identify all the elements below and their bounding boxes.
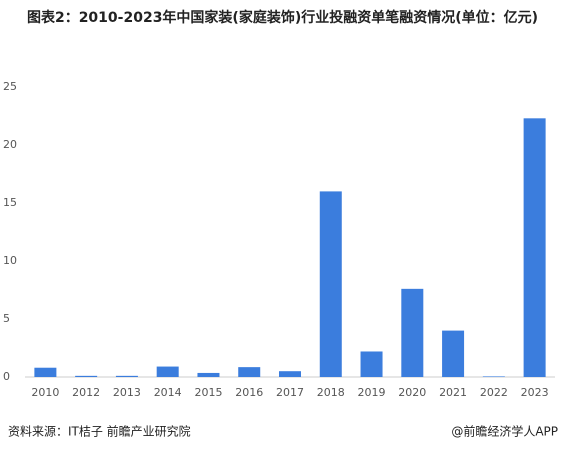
bar bbox=[238, 367, 261, 377]
bar bbox=[360, 351, 383, 377]
bar bbox=[75, 375, 98, 377]
bar bbox=[197, 372, 220, 377]
x-tick-label: 2018 bbox=[317, 386, 345, 399]
y-tick-label: 10 bbox=[3, 254, 17, 267]
x-tick-label: 2010 bbox=[31, 386, 59, 399]
y-tick-label: 5 bbox=[3, 312, 10, 325]
bar bbox=[482, 376, 505, 377]
x-tick-label: 2020 bbox=[398, 386, 426, 399]
y-tick-label: 20 bbox=[3, 138, 17, 151]
x-tick-label: 2012 bbox=[72, 386, 100, 399]
credit: @前瞻经济学人APP bbox=[451, 424, 558, 439]
x-tick-label: 2014 bbox=[154, 386, 182, 399]
x-tick-label: 2022 bbox=[480, 386, 508, 399]
x-tick-label: 2023 bbox=[521, 386, 549, 399]
bar bbox=[401, 288, 424, 377]
x-tick-label: 2013 bbox=[113, 386, 141, 399]
x-tick-label: 2019 bbox=[358, 386, 386, 399]
bar bbox=[115, 375, 138, 377]
bar bbox=[34, 367, 57, 377]
y-tick-label: 15 bbox=[3, 196, 17, 209]
y-tick-label: 25 bbox=[3, 80, 17, 93]
bar bbox=[319, 191, 342, 377]
x-tick-label: 2021 bbox=[439, 386, 467, 399]
x-tick-label: 2016 bbox=[235, 386, 263, 399]
bar bbox=[523, 118, 546, 377]
y-tick-label: 0 bbox=[3, 370, 10, 383]
bar bbox=[442, 330, 465, 377]
bar bbox=[279, 371, 301, 377]
x-tick-label: 2017 bbox=[276, 386, 304, 399]
chart-title: 图表2：2010-2023年中国家装(家庭装饰)行业投融资单笔融资情况(单位：亿… bbox=[26, 10, 539, 26]
source: 资料来源：IT桔子 前瞻产业研究院 bbox=[8, 424, 191, 439]
x-tick-label: 2015 bbox=[194, 386, 222, 399]
bar bbox=[156, 366, 179, 377]
